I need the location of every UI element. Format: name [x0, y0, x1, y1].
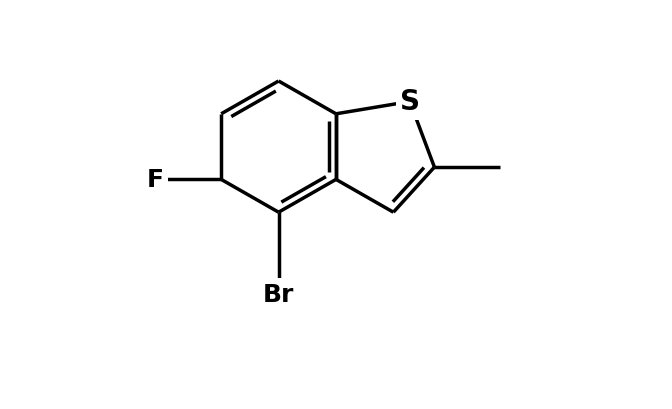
Text: F: F: [146, 168, 164, 192]
Text: Br: Br: [263, 282, 294, 306]
Text: S: S: [400, 88, 420, 116]
